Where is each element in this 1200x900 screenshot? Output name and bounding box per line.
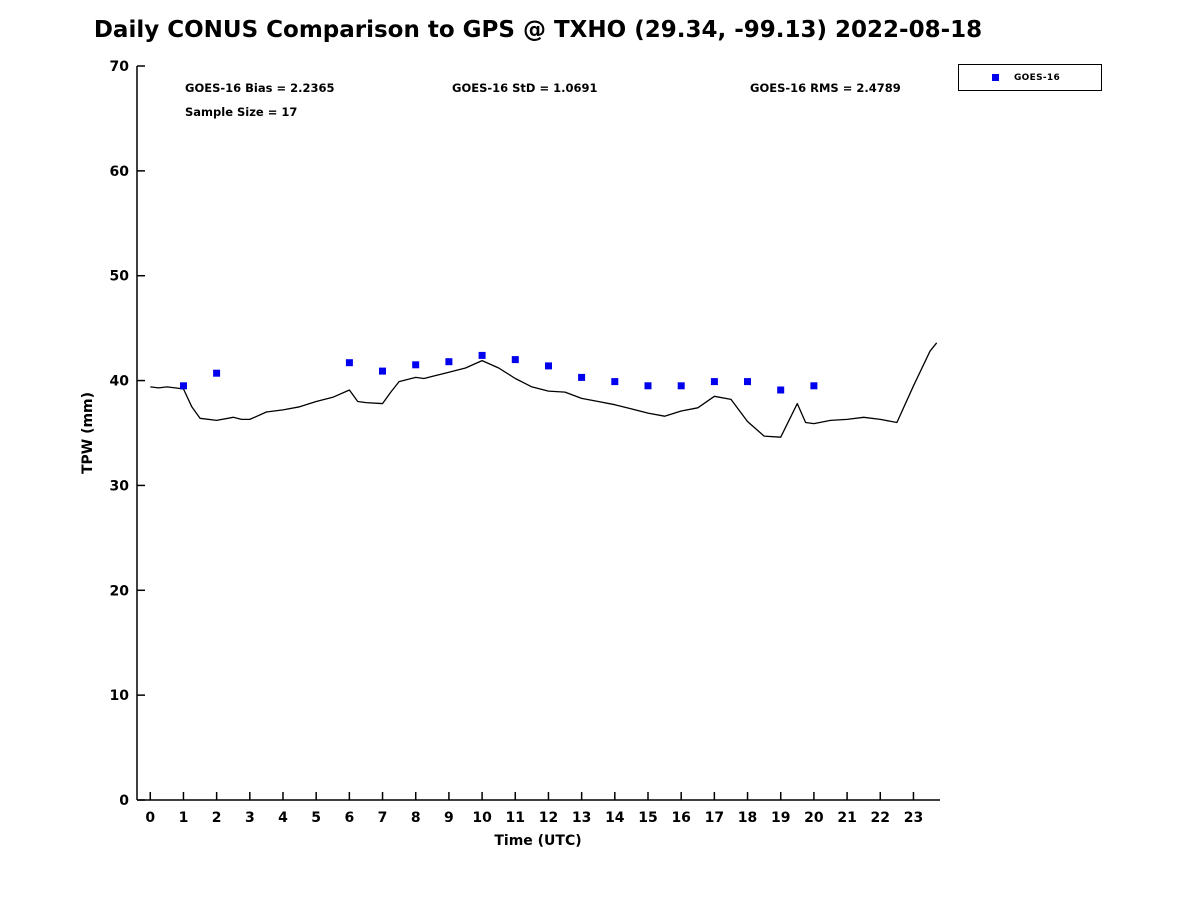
goes16-marker (345, 359, 353, 367)
goes16-marker (379, 367, 386, 375)
y-tick-label: 40 (110, 374, 130, 390)
goes16-marker (578, 373, 586, 381)
goes16-marker (180, 382, 187, 390)
legend-marker-icon (992, 74, 999, 81)
goes16-marker (511, 356, 519, 364)
gps-line (150, 342, 938, 438)
goes16-marker (810, 382, 818, 390)
x-tick-label: 8 (411, 810, 421, 826)
chart-title: Daily CONUS Comparison to GPS @ TXHO (29… (93, 17, 983, 43)
stat-std: GOES-16 StD = 1.0691 (452, 81, 598, 95)
x-tick-label: 4 (278, 810, 288, 826)
x-tick-label: 13 (572, 810, 591, 826)
goes16-marker (412, 361, 420, 369)
x-tick-label: 23 (904, 810, 923, 826)
x-tick-label: 19 (771, 810, 790, 826)
goes16-marker (545, 362, 552, 370)
x-tick-label: 18 (738, 810, 757, 826)
y-axis-label: TPW (mm) (80, 391, 96, 475)
x-tick-label: 15 (638, 810, 657, 826)
y-tick-label: 0 (119, 793, 129, 809)
x-tick-label: 17 (705, 810, 724, 826)
stat-sample-size: Sample Size = 17 (185, 105, 298, 119)
x-tick-label: 0 (145, 810, 155, 826)
legend-box: GOES-16 (958, 64, 1102, 91)
x-tick-label: 21 (837, 810, 856, 826)
x-tick-label: 9 (444, 810, 454, 826)
x-tick-label: 1 (179, 810, 189, 826)
y-tick-label: 10 (110, 688, 130, 704)
stat-rms: GOES-16 RMS = 2.4789 (750, 81, 901, 95)
goes16-marker (611, 378, 619, 386)
x-tick-label: 5 (311, 810, 321, 826)
goes16-marker (744, 378, 751, 386)
y-tick-label: 60 (110, 164, 130, 180)
y-tick-label: 50 (110, 269, 130, 285)
stat-bias: GOES-16 Bias = 2.2365 (185, 81, 335, 95)
x-tick-label: 3 (245, 810, 255, 826)
x-tick-label: 22 (871, 810, 890, 826)
x-tick-label: 20 (804, 810, 824, 826)
goes16-marker (478, 351, 486, 359)
y-tick-label: 30 (110, 478, 130, 494)
x-axis-label: Time (UTC) (494, 833, 582, 849)
x-tick-label: 11 (506, 810, 525, 826)
goes16-marker (777, 386, 785, 394)
legend-label: GOES-16 (1014, 72, 1061, 83)
x-tick-label: 7 (378, 810, 388, 826)
goes16-marker (445, 358, 453, 366)
goes16-marker (213, 369, 221, 377)
x-tick-label: 10 (472, 810, 492, 826)
goes16-marker (677, 382, 685, 390)
y-tick-label: 20 (110, 583, 130, 599)
x-tick-label: 14 (605, 810, 625, 826)
goes16-marker (710, 378, 718, 386)
x-tick-label: 2 (212, 810, 222, 826)
x-tick-label: 6 (344, 810, 354, 826)
x-tick-label: 16 (671, 810, 690, 826)
x-tick-label: 12 (539, 810, 558, 826)
goes16-marker (644, 382, 652, 390)
y-tick-label: 70 (110, 59, 130, 75)
